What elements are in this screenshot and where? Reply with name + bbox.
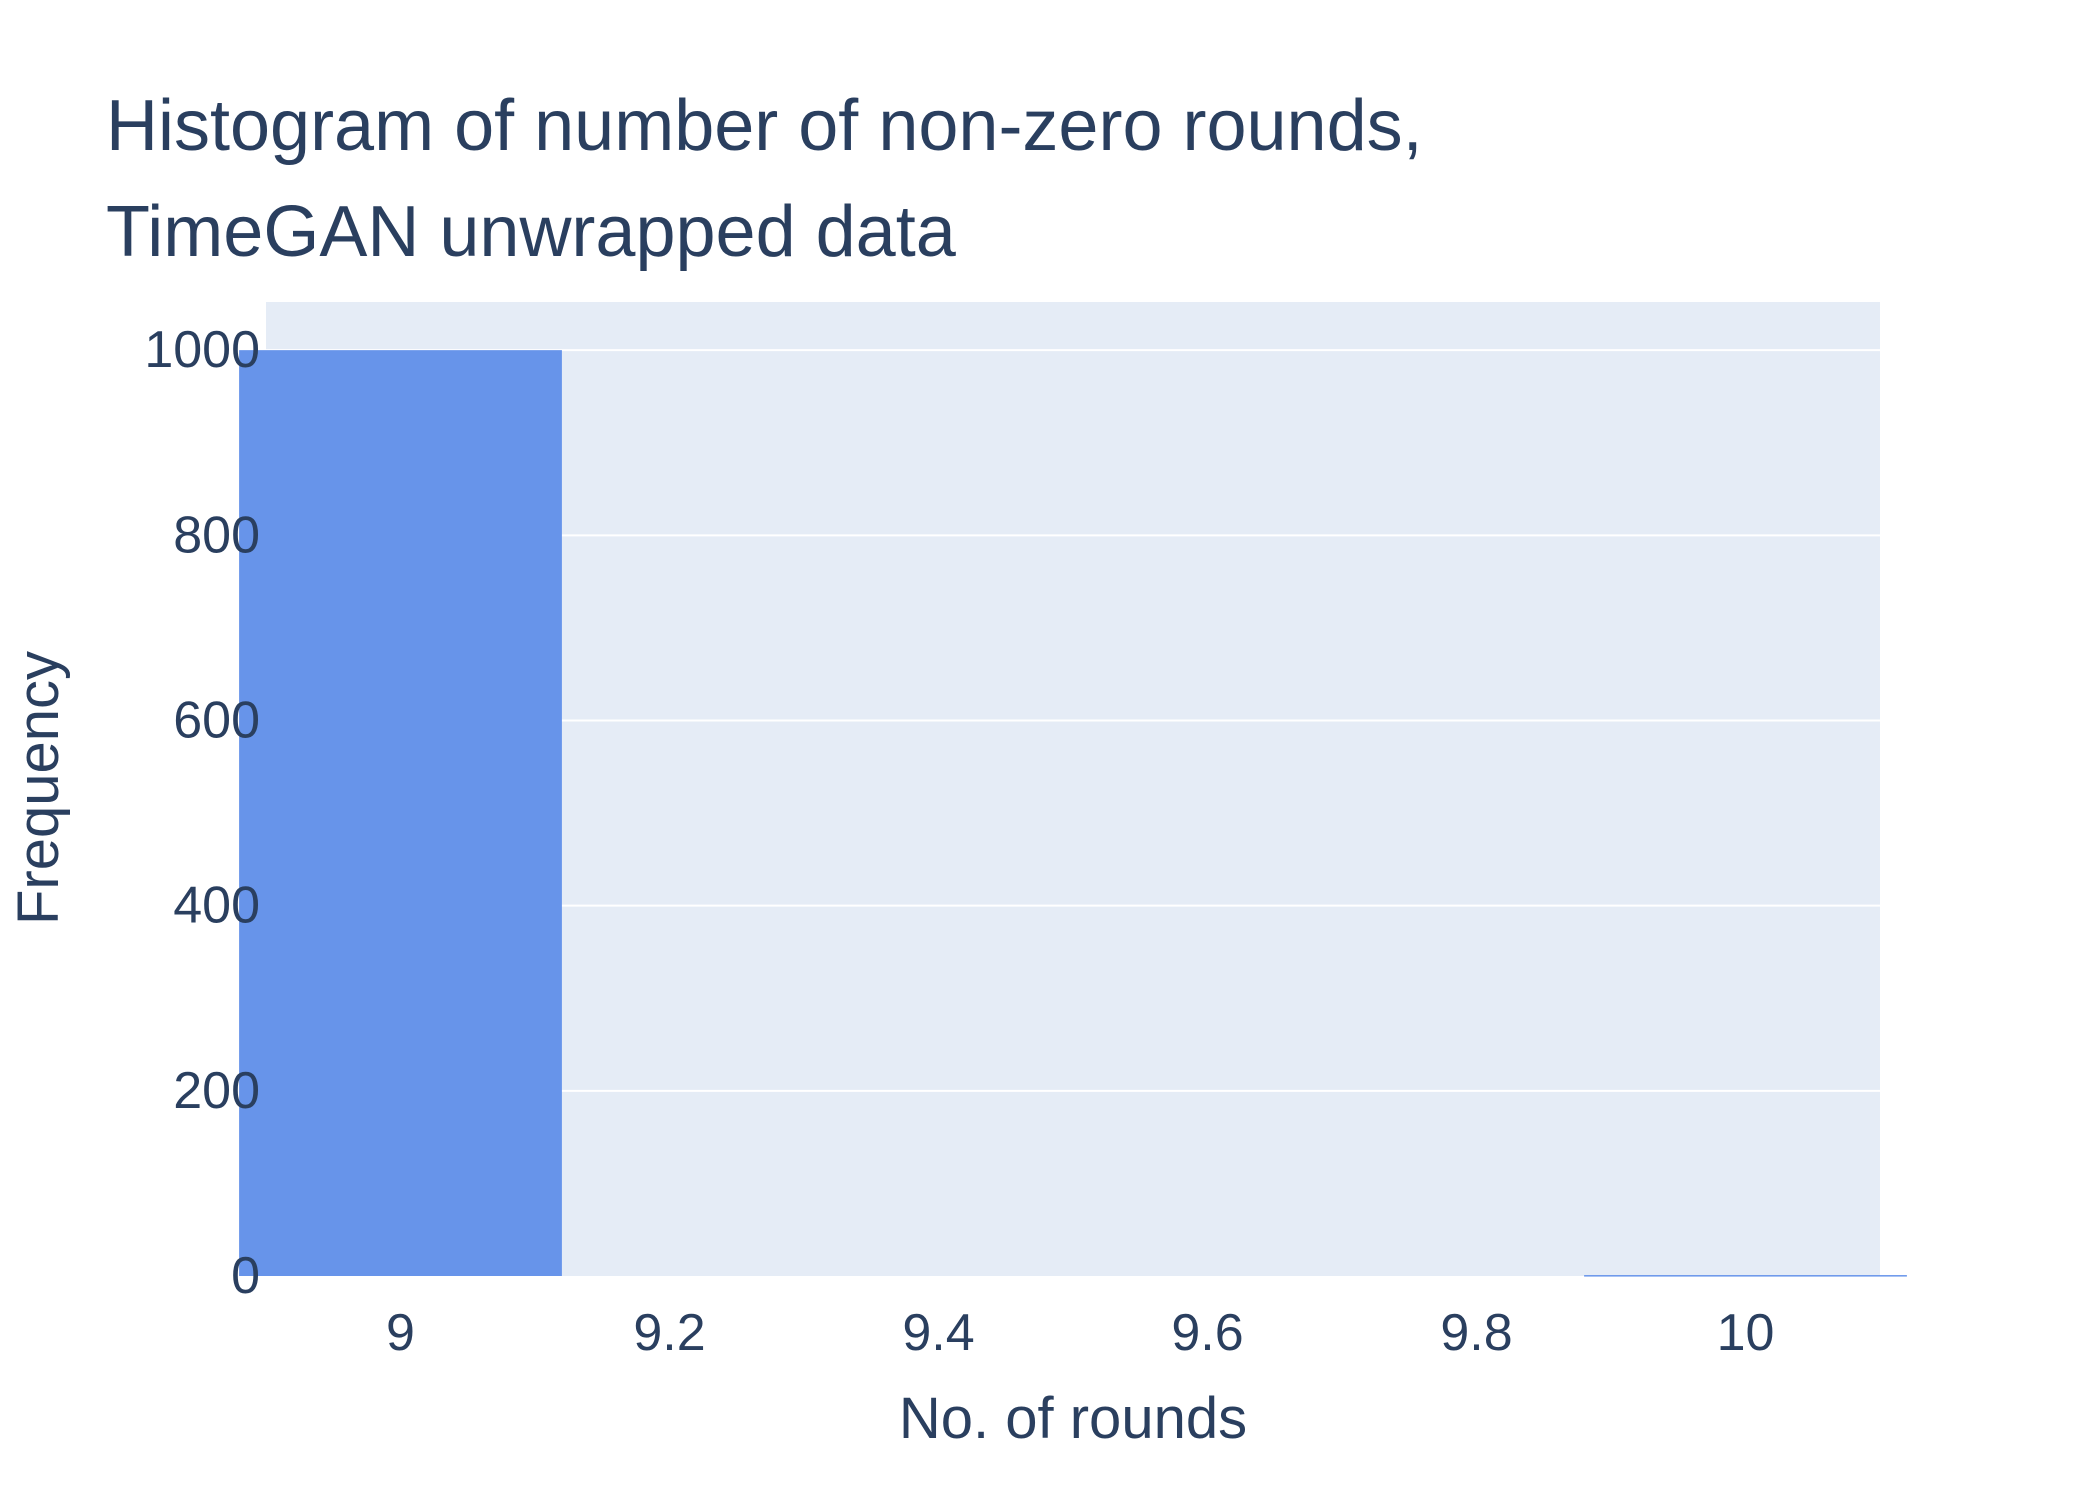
y-tick-label-5: 1000 <box>144 321 260 379</box>
chart-title-line-2: TimeGAN unwrapped data <box>106 192 957 272</box>
chart-title-line-1: Histogram of number of non-zero rounds, <box>106 86 1423 166</box>
y-axis-title: Frequency <box>6 651 71 925</box>
bars <box>239 350 1907 1277</box>
x-tick-label-5: 10 <box>1717 1304 1775 1362</box>
bar-1 <box>1584 1275 1907 1277</box>
x-axis-ticks: 9 9.2 9.4 9.6 9.8 10 <box>386 1304 1774 1362</box>
y-axis-ticks: 0 200 400 600 800 1000 <box>144 321 260 1305</box>
x-axis-title: No. of rounds <box>899 1386 1247 1451</box>
x-tick-label-3: 9.6 <box>1171 1304 1243 1362</box>
x-tick-label-1: 9.2 <box>633 1304 705 1362</box>
y-tick-label-0: 0 <box>231 1247 260 1305</box>
bar-0 <box>239 350 562 1276</box>
x-tick-label-2: 9.4 <box>902 1304 974 1362</box>
y-tick-label-3: 600 <box>173 691 260 749</box>
x-tick-label-4: 9.8 <box>1440 1304 1512 1362</box>
y-tick-label-1: 200 <box>173 1062 260 1120</box>
y-tick-label-4: 800 <box>173 506 260 564</box>
y-tick-label-2: 400 <box>173 877 260 935</box>
x-tick-label-0: 9 <box>386 1304 415 1362</box>
